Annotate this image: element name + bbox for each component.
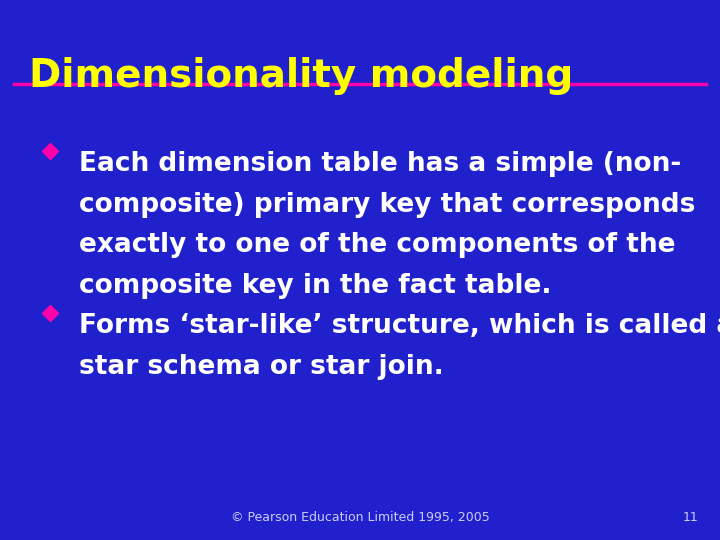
Text: © Pearson Education Limited 1995, 2005: © Pearson Education Limited 1995, 2005 <box>230 511 490 524</box>
Text: Dimensionality modeling: Dimensionality modeling <box>29 57 573 94</box>
Text: Each dimension table has a simple (non-: Each dimension table has a simple (non- <box>79 151 681 177</box>
Text: 11: 11 <box>683 511 698 524</box>
Text: star schema or star join.: star schema or star join. <box>79 354 444 380</box>
Text: composite key in the fact table.: composite key in the fact table. <box>79 273 552 299</box>
Text: exactly to one of the components of the: exactly to one of the components of the <box>79 232 675 258</box>
Text: composite) primary key that corresponds: composite) primary key that corresponds <box>79 192 696 218</box>
Text: Forms ‘star-like’ structure, which is called a: Forms ‘star-like’ structure, which is ca… <box>79 313 720 339</box>
